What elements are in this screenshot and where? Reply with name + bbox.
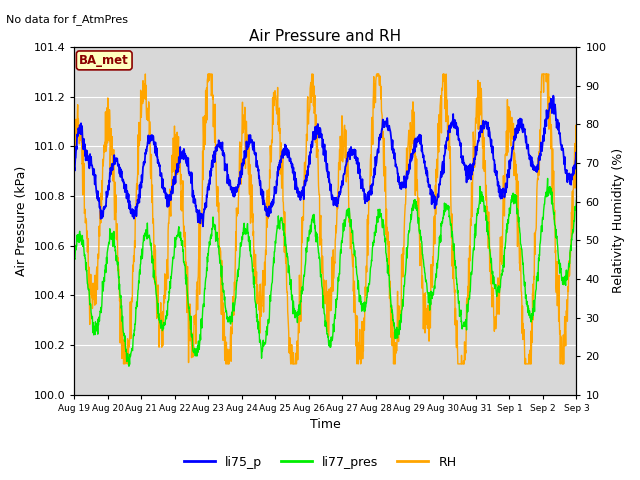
Legend: li75_p, li77_pres, RH: li75_p, li77_pres, RH [179,451,461,474]
Text: BA_met: BA_met [79,54,129,67]
Title: Air Pressure and RH: Air Pressure and RH [250,29,401,44]
X-axis label: Time: Time [310,419,340,432]
Y-axis label: Relativity Humidity (%): Relativity Humidity (%) [612,148,625,293]
Text: No data for f_AtmPres: No data for f_AtmPres [6,14,129,25]
Y-axis label: Air Pressure (kPa): Air Pressure (kPa) [15,166,28,276]
